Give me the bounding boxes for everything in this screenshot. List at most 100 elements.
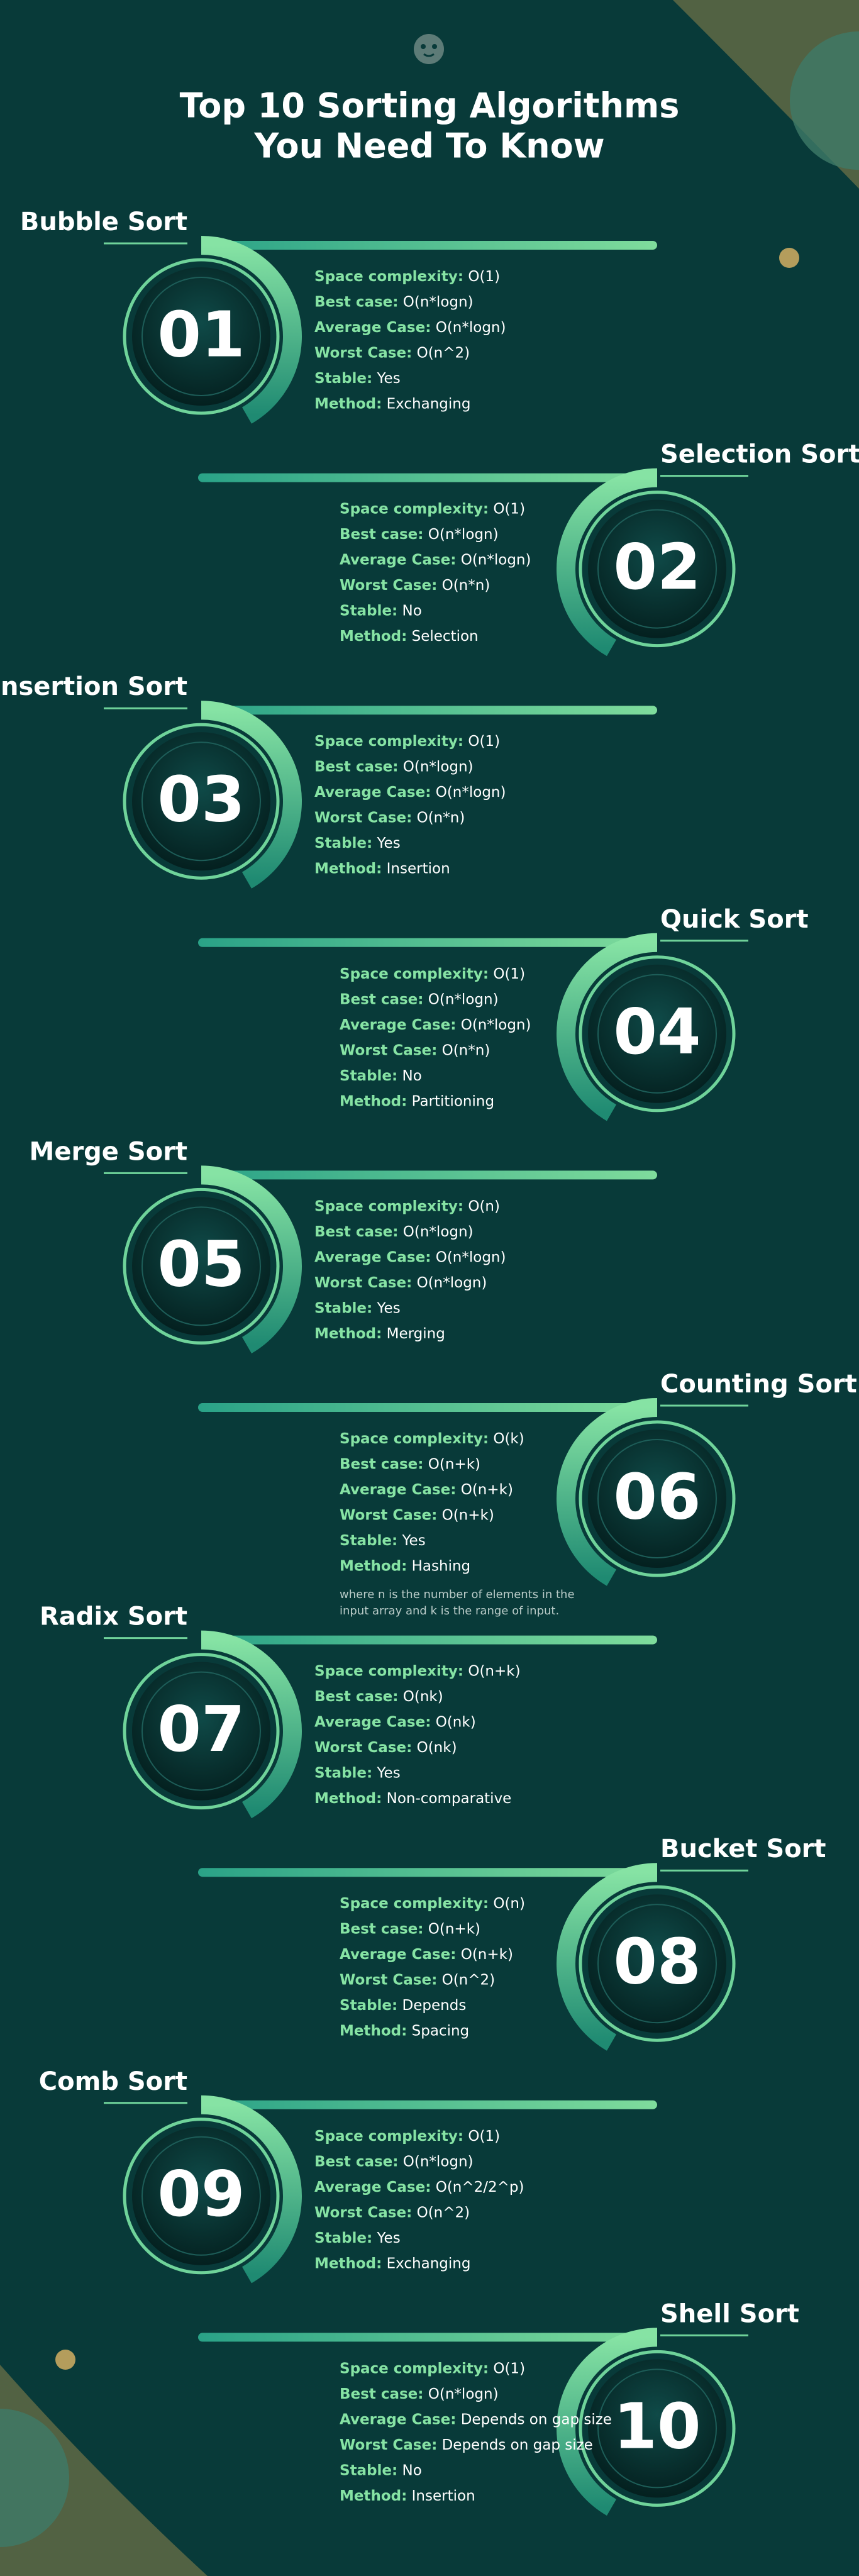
number-disk — [588, 1894, 726, 2033]
number-disk — [588, 2359, 726, 2498]
detail-row: Method: Insertion — [314, 860, 450, 877]
detail-value: O(nk) — [417, 1740, 457, 1756]
detail-value: O(n*logn) — [417, 1274, 487, 1291]
ring — [123, 2118, 280, 2275]
detail-label: Worst Case: — [340, 577, 437, 594]
detail-row: Worst Case: O(nk) — [314, 1740, 457, 1756]
detail-label: Space complexity: — [340, 501, 489, 517]
detail-row: Average Case: O(n*logn) — [340, 1016, 531, 1033]
ring-arc — [557, 468, 658, 657]
algorithm-name: Radix Sort — [40, 1602, 187, 1631]
detail-row: Average Case: O(n*logn) — [314, 784, 506, 801]
inner-ring — [141, 1671, 261, 1791]
ring — [579, 1420, 736, 1577]
detail-value: O(n) — [468, 1198, 500, 1214]
ring — [579, 2350, 736, 2507]
algorithm-card: 05 Merge Sort Space complexity: O(n) Best c… — [30, 1137, 657, 1353]
connector-bar — [201, 706, 657, 715]
detail-label: Space complexity: — [314, 269, 463, 285]
detail-row: Best case: O(n+k) — [340, 1921, 480, 1937]
detail-label: Worst Case: — [340, 1972, 437, 1988]
number: 10 — [613, 2390, 701, 2463]
detail-row: Average Case: Depends on gap size — [340, 2411, 612, 2428]
detail-value: O(nk) — [403, 1689, 443, 1705]
detail-value: Yes — [377, 1300, 401, 1316]
detail-row: Stable: Yes — [314, 370, 401, 387]
inner-ring — [141, 1206, 261, 1326]
ring-arc — [201, 701, 302, 889]
detail-label: Method: — [314, 2255, 382, 2272]
number-disk — [132, 732, 270, 871]
algorithm-name: Merge Sort — [30, 1137, 187, 1166]
detail-label: Stable: — [314, 2229, 372, 2246]
detail-value: O(n) — [493, 1896, 525, 1912]
title: Top 10 Sorting Algorithms — [180, 86, 680, 126]
detail-value: Merging — [387, 1325, 445, 1341]
detail-row: Stable: Yes — [314, 1300, 401, 1316]
detail-value: O(n*logn) — [436, 1249, 506, 1265]
detail-row: Space complexity: O(1) — [340, 2360, 525, 2377]
detail-row: Average Case: O(n*logn) — [314, 319, 506, 336]
detail-value: O(n^2) — [442, 1972, 496, 1988]
detail-label: Stable: — [340, 1067, 397, 1084]
detail-row: Method: Exchanging — [314, 396, 470, 412]
algorithm-card: 06 Counting Sort Space complexity: O(k) Bes… — [198, 1370, 857, 1618]
algorithm-card: 08 Bucket Sort Space complexity: O(n) Best … — [198, 1835, 826, 2051]
detail-label: Average Case: — [340, 1946, 456, 1963]
number: 02 — [613, 530, 701, 604]
algorithm-card: 01 Bubble Sort Space complexity: O(1) Best … — [20, 208, 657, 424]
connector-bar — [201, 1170, 657, 1180]
connector-bar — [198, 1403, 657, 1412]
detail-value: No — [402, 2462, 422, 2479]
detail-row: Average Case: O(nk) — [314, 1714, 476, 1730]
detail-row: Worst Case: O(n*n) — [340, 577, 490, 594]
detail-row: Stable: No — [340, 602, 422, 619]
connector-bar — [198, 938, 657, 947]
dot-decoration — [779, 248, 799, 268]
inner-ring — [597, 509, 717, 629]
detail-label: Average Case: — [340, 2411, 456, 2428]
detail-label: Space complexity: — [340, 1431, 489, 1447]
detail-row: Worst Case: O(n*n) — [314, 809, 465, 826]
detail-value: O(n+k) — [461, 1946, 513, 1963]
algorithm-name: Insertion Sort — [0, 672, 187, 701]
detail-label: Stable: — [314, 1300, 372, 1316]
algorithm-card: 07 Radix Sort Space complexity: O(n+k) Best… — [40, 1602, 657, 1819]
detail-row: Space complexity: O(1) — [340, 965, 525, 982]
detail-value: Partitioning — [412, 1093, 494, 1109]
inner-ring — [597, 1439, 717, 1558]
detail-value: O(n*n) — [442, 1042, 490, 1058]
detail-row: Best case: O(n*logn) — [314, 294, 474, 310]
detail-label: Best case: — [340, 1456, 423, 1472]
detail-row: Method: Selection — [340, 628, 479, 645]
detail-value: O(n+k) — [428, 1456, 480, 1472]
number-disk — [588, 1430, 726, 1568]
ring — [123, 1187, 280, 1345]
detail-value: Insertion — [387, 860, 450, 877]
detail-label: Stable: — [340, 1997, 397, 2014]
algorithm-name: Shell Sort — [660, 2299, 799, 2328]
detail-value: O(n*logn) — [436, 784, 506, 801]
detail-label: Space complexity: — [314, 2128, 463, 2144]
detail-label: Stable: — [314, 1765, 372, 1781]
number: 03 — [157, 763, 245, 836]
detail-value: O(n*logn) — [461, 1016, 531, 1033]
detail-row: Space complexity: O(n) — [340, 1896, 525, 1912]
detail-label: Worst Case: — [314, 2204, 412, 2221]
algorithm-card: 10 Shell Sort Space complexity: O(1) Best c… — [198, 2299, 799, 2516]
detail-label: Worst Case: — [314, 1740, 412, 1756]
ring-arc — [557, 1398, 658, 1586]
detail-row: Stable: No — [340, 2462, 422, 2479]
detail-value: O(n*logn) — [436, 319, 506, 336]
detail-value: Exchanging — [387, 2255, 471, 2272]
inner-ring — [141, 277, 261, 396]
detail-value: Insertion — [412, 2487, 475, 2504]
detail-row: Best case: O(n*logn) — [314, 2153, 474, 2170]
number-disk — [588, 499, 726, 638]
detail-value: O(1) — [468, 733, 500, 750]
detail-label: Stable: — [340, 602, 397, 619]
detail-label: Best case: — [340, 991, 423, 1008]
detail-value: Yes — [377, 370, 401, 387]
detail-value: No — [402, 1067, 422, 1084]
